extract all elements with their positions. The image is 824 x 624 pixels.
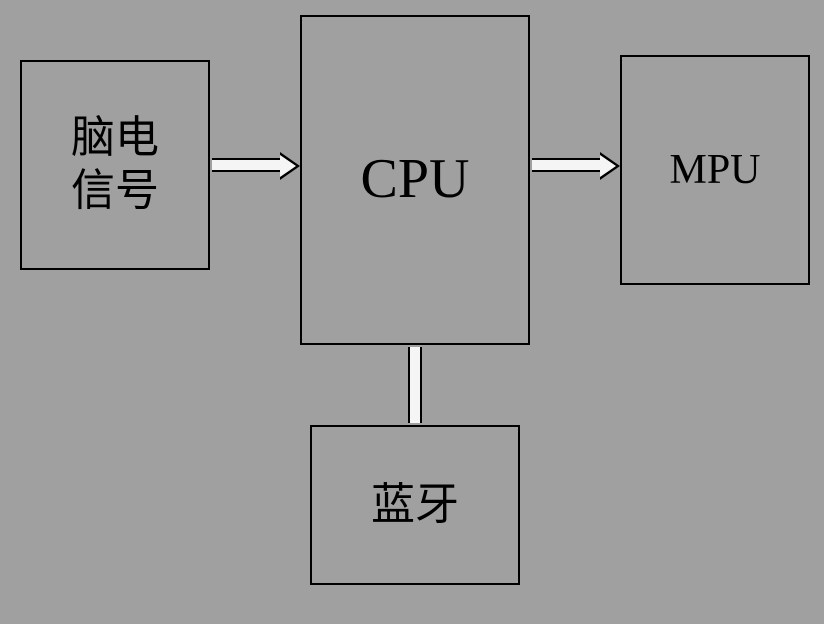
node-bluetooth: 蓝牙 [310,425,520,585]
node-mpu: MPU [620,55,810,285]
edge-cpu-mpu [532,158,602,172]
node-cpu: CPU [300,15,530,345]
node-bluetooth-label: 蓝牙 [371,479,459,532]
node-eeg-label: 脑电信号 [71,112,159,218]
node-cpu-label: CPU [361,146,470,213]
edge-cpu-bt [408,347,422,423]
node-mpu-label: MPU [669,145,760,195]
edge-eeg-cpu [212,158,282,172]
edge-cpu-mpu-head [600,152,620,180]
edge-eeg-cpu-head [280,152,300,180]
node-eeg: 脑电信号 [20,60,210,270]
